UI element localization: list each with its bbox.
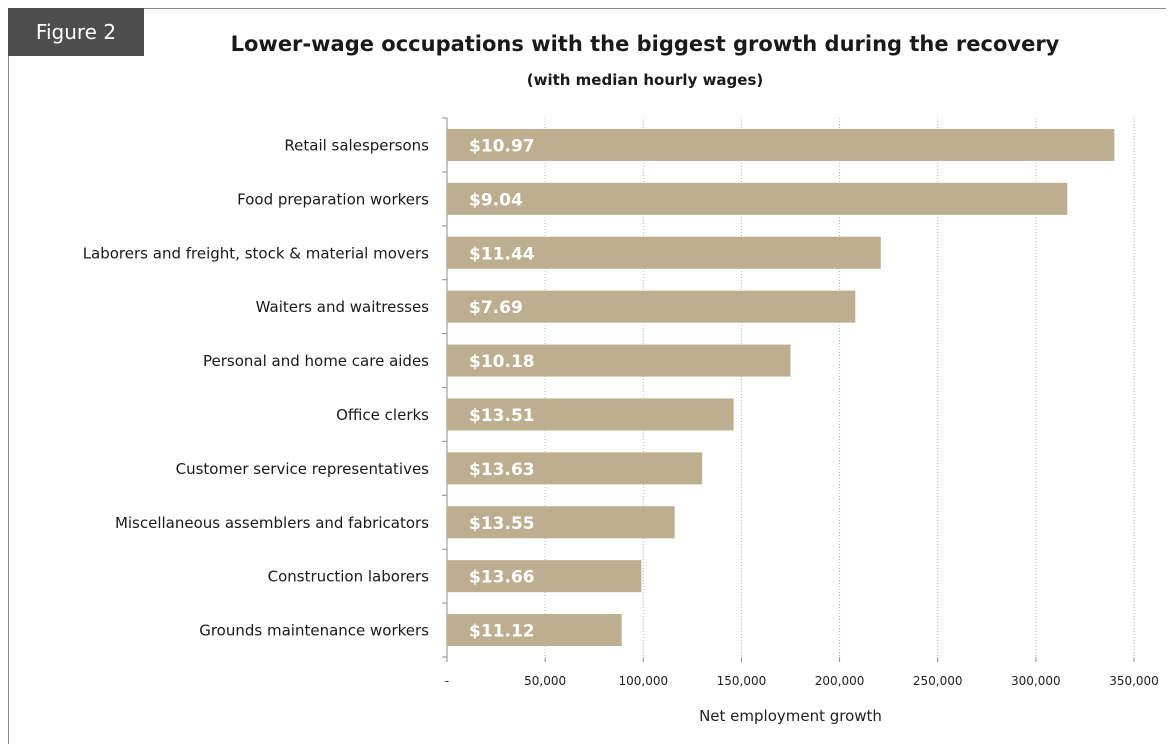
bar bbox=[447, 560, 642, 593]
bar bbox=[447, 182, 1068, 215]
category-label: Waiters and waitresses bbox=[256, 298, 430, 316]
data-label: $13.55 bbox=[469, 514, 535, 534]
x-tick-label: 350,000 bbox=[1109, 674, 1159, 688]
data-label: $13.51 bbox=[469, 406, 535, 426]
data-label: $9.04 bbox=[469, 190, 523, 210]
data-label: $11.12 bbox=[469, 622, 535, 642]
category-label: Construction laborers bbox=[268, 568, 430, 586]
bar bbox=[447, 614, 622, 647]
category-label: Office clerks bbox=[336, 406, 429, 424]
bar bbox=[447, 128, 1115, 161]
category-label: Laborers and freight, stock & material m… bbox=[83, 244, 429, 262]
bar bbox=[447, 398, 734, 431]
x-tick-label: 200,000 bbox=[815, 674, 865, 688]
x-axis-title: Net employment growth bbox=[699, 707, 882, 725]
category-label: Miscellaneous assemblers and fabricators bbox=[115, 514, 429, 532]
x-tick-label: - bbox=[445, 674, 449, 688]
data-label: $11.44 bbox=[469, 244, 535, 264]
data-label: $13.66 bbox=[469, 568, 535, 588]
bar bbox=[447, 344, 791, 377]
bar bbox=[447, 506, 675, 539]
data-label: $13.63 bbox=[469, 460, 535, 480]
data-label: $7.69 bbox=[469, 298, 523, 318]
data-label: $10.97 bbox=[469, 136, 535, 156]
bar bbox=[447, 452, 703, 485]
x-tick-label: 150,000 bbox=[717, 674, 767, 688]
chart-title: Lower-wage occupations with the biggest … bbox=[230, 32, 1060, 56]
x-tick-label: 50,000 bbox=[524, 674, 566, 688]
x-tick-label: 300,000 bbox=[1011, 674, 1061, 688]
chart-subtitle: (with median hourly wages) bbox=[526, 71, 764, 89]
category-label: Retail salespersons bbox=[284, 136, 429, 154]
x-tick-label: 250,000 bbox=[913, 674, 963, 688]
figure-tag: Figure 2 bbox=[8, 8, 144, 56]
category-label: Personal and home care aides bbox=[203, 352, 429, 370]
x-tick-label: 100,000 bbox=[618, 674, 668, 688]
category-label: Grounds maintenance workers bbox=[199, 622, 429, 640]
category-label: Customer service representatives bbox=[176, 460, 430, 478]
data-label: $10.18 bbox=[469, 352, 535, 372]
bar bbox=[447, 290, 856, 323]
bar bbox=[447, 236, 881, 269]
category-label: Food preparation workers bbox=[237, 190, 429, 208]
